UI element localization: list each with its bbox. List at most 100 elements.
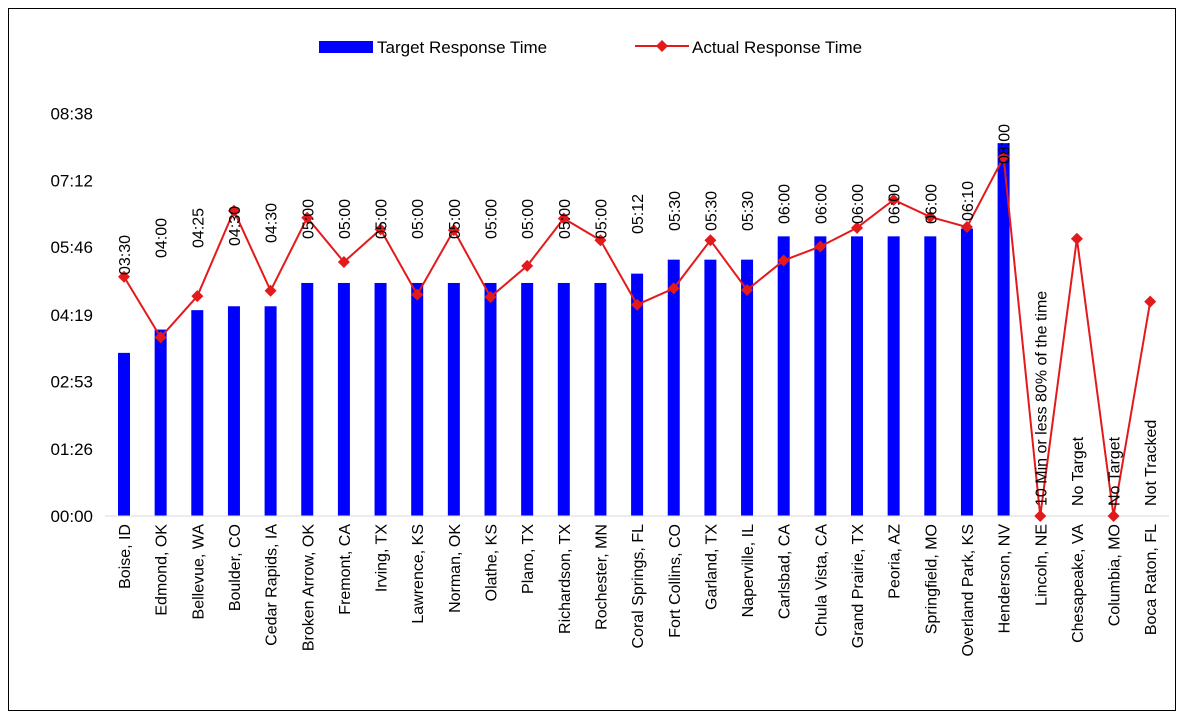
actual-point <box>997 151 1010 164</box>
target-bar <box>741 259 754 516</box>
target-bar <box>594 282 607 516</box>
actual-point <box>521 259 534 272</box>
data-labels: 03:30 04:00 04:25 04:30 04:30 05:00 05:00 05:00… <box>117 124 1160 506</box>
data-label: 04:30 <box>227 206 244 246</box>
x-category-label: Lawrence, KS <box>410 524 427 624</box>
target-bar <box>337 282 350 516</box>
y-tick-label: 08:38 <box>50 105 93 124</box>
target-bar <box>374 282 387 516</box>
x-category-label: Carlsbad, CA <box>777 524 794 619</box>
x-category-label: Naperville, IL <box>740 524 757 617</box>
x-category-label: Overland Park, KS <box>960 524 977 657</box>
actual-point <box>594 234 607 247</box>
data-label: 06:00 <box>850 184 867 224</box>
target-bar <box>960 228 973 516</box>
data-label: 06:00 <box>887 184 904 224</box>
bar-series <box>118 143 1010 516</box>
data-label: 05:00 <box>410 199 427 239</box>
target-bar <box>997 143 1010 516</box>
x-category-label: Olathe, KS <box>484 524 501 601</box>
actual-point <box>191 290 204 303</box>
target-bar <box>521 282 534 516</box>
actual-point <box>264 284 277 297</box>
data-label: 05:00 <box>520 199 537 239</box>
actual-point <box>741 283 754 296</box>
actual-point <box>447 224 460 237</box>
actual-point <box>777 254 790 267</box>
x-category-label: Norman, OK <box>447 524 464 613</box>
data-label: 06:00 <box>777 184 794 224</box>
data-label: 05:00 <box>593 199 610 239</box>
data-label: 05:00 <box>374 199 391 239</box>
y-tick-label: 05:46 <box>50 238 93 257</box>
x-category-label: Richardson, TX <box>557 524 574 634</box>
x-category-label: Rochester, MN <box>593 524 610 630</box>
data-label: 05:30 <box>703 191 720 231</box>
data-label: 04:25 <box>190 208 207 248</box>
legend-swatch-target <box>319 41 373 53</box>
x-category-label: Cedar Rapids, IA <box>264 524 281 646</box>
x-category-label: Bellevue, WA <box>190 524 207 620</box>
data-label: 05:00 <box>447 199 464 239</box>
actual-point <box>227 204 240 217</box>
chart-frame: Target Response Time Actual Response Tim… <box>8 8 1176 711</box>
actual-point <box>154 331 167 344</box>
data-label: 06:10 <box>960 181 977 221</box>
data-label: 06:00 <box>923 184 940 224</box>
y-tick-label: 04:19 <box>50 306 93 325</box>
actual-point <box>1107 510 1120 522</box>
target-bar <box>667 259 680 516</box>
y-tick-label: 00:00 <box>50 507 93 526</box>
target-bar <box>264 306 277 516</box>
target-bar <box>301 282 314 516</box>
data-label: 04:30 <box>264 203 281 243</box>
x-category-label: Columbia, MO <box>1107 524 1124 626</box>
legend-label-actual: Actual Response Time <box>692 38 862 57</box>
x-category-label: Lincoln, NE <box>1033 524 1050 606</box>
x-category-label: Grand Prairie, TX <box>850 524 867 649</box>
target-bar <box>411 282 424 516</box>
target-bar <box>887 236 900 516</box>
actual-point <box>557 212 570 225</box>
x-axis: Boise, ID Edmond, OK Bellevue, WA Boulder, … <box>117 524 1160 657</box>
legend: Target Response Time Actual Response Tim… <box>319 38 862 57</box>
data-label: 05:00 <box>300 199 317 239</box>
x-category-label: Broken Arrow, OK <box>300 524 317 651</box>
target-bar <box>154 329 167 516</box>
target-bar <box>484 282 497 516</box>
legend-label-target: Target Response Time <box>377 38 547 57</box>
x-category-label: Springfield, MO <box>923 524 940 634</box>
actual-point <box>814 240 827 253</box>
line-series <box>118 151 1157 522</box>
actual-point <box>1144 295 1157 308</box>
target-bar <box>191 310 204 516</box>
actual-point <box>301 211 314 224</box>
actual-point <box>631 298 644 311</box>
target-bar <box>814 236 827 516</box>
actual-point <box>887 193 900 206</box>
target-bar <box>447 282 460 516</box>
target-bar <box>227 306 240 516</box>
x-category-label: Henderson, NV <box>997 524 1014 634</box>
data-label: 05:30 <box>740 191 757 231</box>
data-label: 05:00 <box>484 199 501 239</box>
data-label: Not Tracked <box>1143 420 1160 506</box>
data-label: No Target <box>1107 436 1124 506</box>
x-category-label: Coral Springs, FL <box>630 524 647 649</box>
x-category-label: Edmond, OK <box>154 524 171 616</box>
actual-point <box>1070 232 1083 245</box>
data-label: No Target <box>1070 436 1087 506</box>
x-category-label: Boca Raton, FL <box>1143 524 1160 635</box>
actual-point <box>851 221 863 234</box>
y-tick-label: 01:26 <box>50 440 93 459</box>
target-bar <box>704 259 717 516</box>
target-bar <box>851 236 863 516</box>
actual-point <box>667 282 680 295</box>
target-bar <box>924 236 937 516</box>
data-label: 05:30 <box>667 191 684 231</box>
response-time-chart: Target Response Time Actual Response Tim… <box>50 38 1169 657</box>
actual-point <box>704 234 717 247</box>
actual-point <box>1034 510 1047 522</box>
x-category-label: Fremont, CA <box>337 524 354 615</box>
data-label: 04:00 <box>154 218 171 258</box>
